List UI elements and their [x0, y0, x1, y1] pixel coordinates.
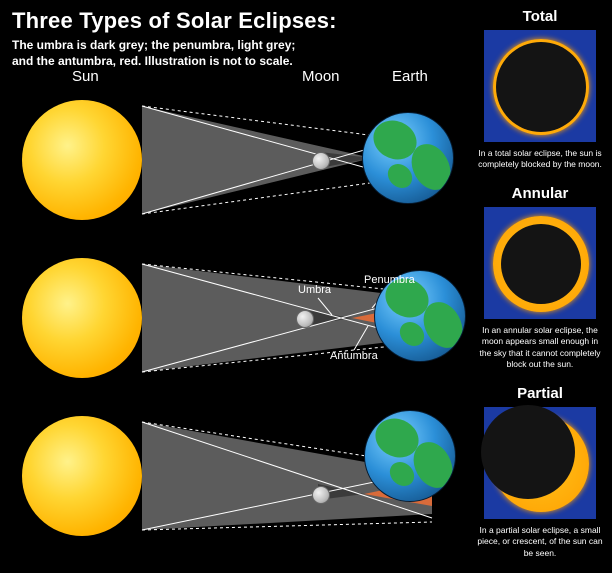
panel-title-total: Total: [476, 8, 604, 25]
panel-annular: Annular In an annular solar eclipse, the…: [476, 185, 604, 371]
subtitle: The umbra is dark grey; the penumbra, li…: [12, 37, 468, 69]
panel-title-partial: Partial: [476, 385, 604, 402]
panel-partial: Partial In a partial solar eclipse, a sm…: [476, 385, 604, 559]
desc-partial: In a partial solar eclipse, a small piec…: [476, 525, 604, 559]
earth-icon: [364, 410, 456, 502]
panel-total: Total In a total solar eclipse, the sun …: [476, 8, 604, 171]
label-umbra: Umbra: [298, 284, 331, 296]
desc-annular: In an annular solar eclipse, the moon ap…: [476, 325, 604, 371]
moon-icon: [296, 310, 314, 328]
thumb-partial: [484, 407, 596, 519]
page-title: Three Types of Solar Eclipses:: [12, 8, 468, 34]
desc-total: In a total solar eclipse, the sun is com…: [476, 148, 604, 171]
diagram-row-annular: Umbra Penumbra Antumbra: [12, 238, 468, 398]
diagram-row-total: [12, 80, 468, 240]
thumb-total: [484, 30, 596, 142]
label-penumbra: Penumbra: [364, 274, 415, 286]
moon-icon: [312, 152, 330, 170]
subtitle-line-2: and the antumbra, red. Illustration is n…: [12, 54, 293, 68]
thumb-annular: [484, 207, 596, 319]
sidebar: Total In a total solar eclipse, the sun …: [476, 8, 604, 573]
panel-title-annular: Annular: [476, 185, 604, 202]
diagram-row-partial: [12, 396, 468, 556]
subtitle-line-1: The umbra is dark grey; the penumbra, li…: [12, 38, 295, 52]
moon-icon: [312, 486, 330, 504]
earth-icon: [362, 112, 454, 204]
label-antumbra: Antumbra: [330, 350, 378, 362]
